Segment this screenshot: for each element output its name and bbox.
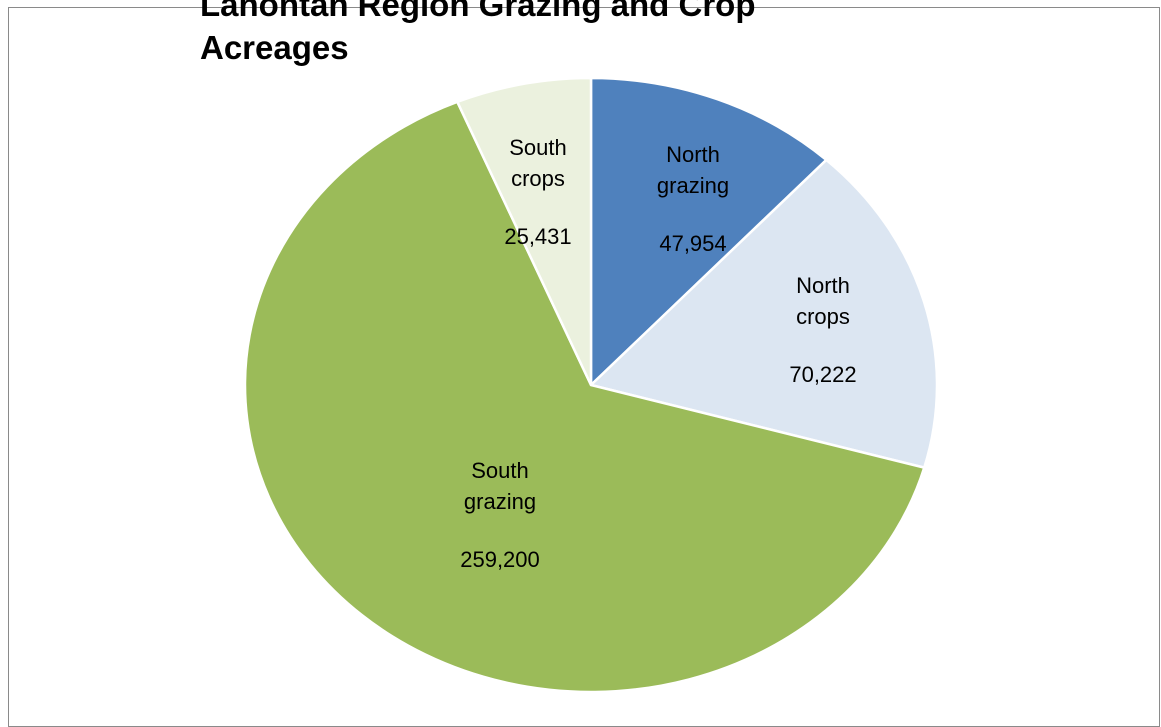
slice-value-label: 70,222 bbox=[789, 362, 856, 387]
slice-label-north-crops: North crops 70,222 bbox=[789, 273, 856, 387]
slice-label-line: North bbox=[666, 142, 720, 167]
slice-value-label: 259,200 bbox=[460, 547, 540, 572]
slice-label-south-grazing: South grazing 259,200 bbox=[460, 458, 540, 572]
chart-title-line-2: Acreages bbox=[200, 29, 349, 66]
pie-slice-south-crops bbox=[456, 76, 593, 387]
pie-slices bbox=[243, 76, 939, 694]
pie-slice-south-grazing bbox=[243, 100, 926, 694]
slice-label-line: South bbox=[471, 458, 529, 483]
slice-label-line: South bbox=[509, 135, 567, 160]
slice-label-line: crops bbox=[511, 166, 565, 191]
slice-value-label: 47,954 bbox=[659, 231, 726, 256]
slice-label-line: crops bbox=[796, 304, 850, 329]
slice-label-line: grazing bbox=[657, 173, 729, 198]
pie-slice-north-crops bbox=[589, 158, 939, 469]
slice-value-label: 25,431 bbox=[504, 224, 571, 249]
pie-slice-north-grazing bbox=[589, 76, 828, 387]
slice-label-south-crops: South crops 25,431 bbox=[504, 135, 571, 249]
slice-label-north-grazing: North grazing 47,954 bbox=[657, 142, 729, 256]
slice-label-line: North bbox=[796, 273, 850, 298]
chart-title-line-1: Lahontan Region Grazing and Crop bbox=[200, 0, 756, 23]
slice-label-line: grazing bbox=[464, 489, 536, 514]
chart-title: Lahontan Region Grazing and Crop Acreage… bbox=[200, 0, 765, 66]
slice-labels: North grazing 47,954 North crops 70,222 South g… bbox=[460, 135, 856, 572]
pie-chart: North grazing 47,954 North crops 70,222 South g… bbox=[200, 0, 939, 694]
